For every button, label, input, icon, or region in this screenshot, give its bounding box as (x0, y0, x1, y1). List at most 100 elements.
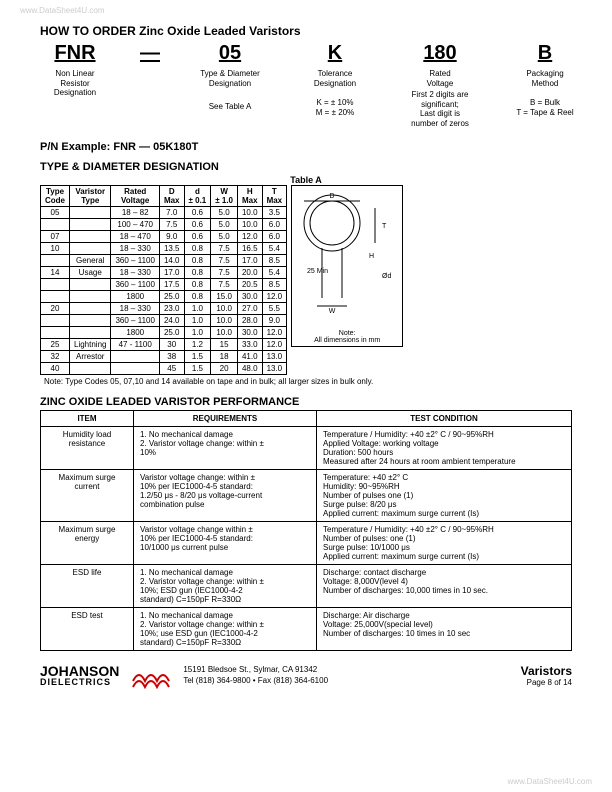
table-cell: Temperature / Humidity: +40 ±2° C / 90~9… (317, 521, 572, 564)
table-cell: 20 (41, 302, 70, 314)
table-cell: ESD test (41, 607, 134, 650)
table-cell: 30.0 (237, 290, 262, 302)
table-cell: 9.0 (262, 314, 287, 326)
table-cell: Temperature: +40 ±2° C Humidity: 90~95%R… (317, 469, 572, 521)
company-logo: JOHANSON DIELECTRICS (40, 665, 119, 686)
table-cell: 5.4 (262, 242, 287, 254)
table-row: Humidity load resistance1. No mechanical… (41, 426, 572, 469)
table-cell (70, 362, 111, 374)
table-cell: 47 - 1100 (111, 338, 159, 350)
table-cell: 8.5 (262, 254, 287, 266)
table-cell: 360 – 1100 (111, 314, 159, 326)
table-cell: 0.8 (184, 290, 211, 302)
table-cell: Usage (70, 266, 111, 278)
table-a-header: T Max (262, 185, 287, 206)
table-cell: 38 (159, 350, 184, 362)
table-cell: 1.5 (184, 362, 211, 374)
table-cell: 1. No mechanical damage 2. Varistor volt… (134, 607, 317, 650)
table-cell: Discharge: Air discharge Voltage: 25,000… (317, 607, 572, 650)
watermark-top: www.DataSheet4U.com (20, 6, 104, 15)
table-row: 0718 – 4709.00.65.012.06.0 (41, 230, 287, 242)
table-cell: 5.0 (211, 206, 238, 218)
logo-icon (131, 661, 171, 691)
table-cell: 17.0 (159, 266, 184, 278)
table-cell: 24.0 (159, 314, 184, 326)
table-row: 180025.01.010.030.012.0 (41, 326, 287, 338)
ordering-code-row: FNR Non Linear Resistor Designation — 05… (40, 42, 572, 129)
order-label-pkg: Packaging Method (510, 69, 580, 88)
title-how-to-order: HOW TO ORDER Zinc Oxide Leaded Varistors (40, 24, 572, 38)
perf-header: ITEM (41, 410, 134, 426)
order-code-fnr: FNR (40, 42, 110, 65)
table-cell: 7.5 (211, 278, 238, 290)
table-cell: 0.8 (184, 242, 211, 254)
footer-product: Varistors (521, 664, 572, 678)
table-cell (70, 242, 111, 254)
table-cell: 27.0 (237, 302, 262, 314)
section-type-diameter: TYPE & DIAMETER DESIGNATION (40, 161, 572, 173)
table-cell: 5.0 (211, 230, 238, 242)
table-cell: 18 (211, 350, 238, 362)
table-cell: 7.5 (211, 266, 238, 278)
table-cell: 30 (159, 338, 184, 350)
order-note-volt: First 2 digits are significant; Last dig… (400, 90, 480, 128)
table-cell: 32 (41, 350, 70, 362)
table-cell: Humidity load resistance (41, 426, 134, 469)
table-cell: 12.0 (262, 326, 287, 338)
table-cell (70, 230, 111, 242)
footer-addr2: Tel (818) 364-9800 • Fax (818) 364-6100 (183, 676, 328, 686)
table-cell: 41.0 (237, 350, 262, 362)
table-cell: ESD life (41, 564, 134, 607)
table-cell: 1800 (111, 290, 159, 302)
footer-page: Page 8 of 14 (521, 678, 572, 687)
table-cell: 360 – 1100 (111, 254, 159, 266)
table-cell: 3.5 (262, 206, 287, 218)
table-cell: 12.0 (262, 338, 287, 350)
table-cell: 13.0 (262, 350, 287, 362)
table-row: 25Lightning47 - 1100301.21533.012.0 (41, 338, 287, 350)
table-cell: 1800 (111, 326, 159, 338)
table-cell: 25.0 (159, 326, 184, 338)
table-cell: 28.0 (237, 314, 262, 326)
table-row: ESD test1. No mechanical damage 2. Varis… (41, 607, 572, 650)
order-note-pkg: B = Bulk T = Tape & Reel (510, 98, 580, 117)
page-footer: JOHANSON DIELECTRICS 15191 Bledsoe St., … (40, 661, 572, 691)
svg-text:25 Min: 25 Min (307, 268, 328, 275)
table-cell: 05 (41, 206, 70, 218)
table-cell: 20.0 (237, 266, 262, 278)
table-cell: 40 (41, 362, 70, 374)
table-cell (41, 278, 70, 290)
table-row: 2018 – 33023.01.010.027.05.5 (41, 302, 287, 314)
table-cell: 1. No mechanical damage 2. Varistor volt… (134, 426, 317, 469)
table-cell: 1.0 (184, 302, 211, 314)
table-cell (111, 362, 159, 374)
table-cell: 15 (211, 338, 238, 350)
table-cell: 18 – 82 (111, 206, 159, 218)
table-cell: 0.8 (184, 254, 211, 266)
table-cell: 8.5 (262, 278, 287, 290)
table-row: Maximum surge energyVaristor voltage cha… (41, 521, 572, 564)
table-cell: 07 (41, 230, 70, 242)
table-cell (111, 350, 159, 362)
table-cell: Maximum surge energy (41, 521, 134, 564)
table-cell: 20 (211, 362, 238, 374)
table-cell (70, 206, 111, 218)
table-row: 360 – 110024.01.010.028.09.0 (41, 314, 287, 326)
table-cell: 30.0 (237, 326, 262, 338)
table-cell: 48.0 (237, 362, 262, 374)
table-cell (70, 290, 111, 302)
order-label-type: Type & Diameter Designation (190, 69, 270, 88)
dimension-diagram: D T H Ød W 25 Min Note: All dimensions i… (291, 185, 403, 347)
table-cell: 10.0 (211, 314, 238, 326)
table-cell: 10.0 (237, 206, 262, 218)
order-label-tol: Tolerance Designation (300, 69, 370, 88)
table-cell (70, 278, 111, 290)
table-row: Maximum surge currentVaristor voltage ch… (41, 469, 572, 521)
order-label-fnr: Non Linear Resistor Designation (40, 69, 110, 98)
table-cell (41, 218, 70, 230)
table-cell: 1.0 (184, 326, 211, 338)
table-row: 40451.52048.013.0 (41, 362, 287, 374)
svg-text:D: D (330, 193, 335, 200)
table-cell: 14.0 (159, 254, 184, 266)
order-note-type: See Table A (190, 102, 270, 112)
